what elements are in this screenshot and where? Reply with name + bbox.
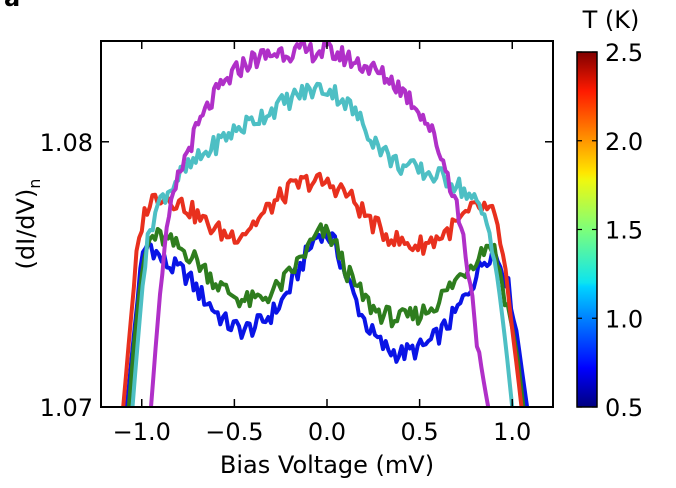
y-tick-label: 1.08	[40, 129, 93, 157]
y-axis-title-main: (dI/dV)	[12, 189, 40, 270]
y-axis-ticks: 1.07 1.08	[40, 129, 553, 422]
x-axis-title: Bias Voltage (mV)	[220, 451, 434, 479]
x-tick-label: 0.5	[401, 418, 439, 446]
colorbar-tick-label: 1.0	[605, 305, 643, 333]
colorbar-tick-label: 2.5	[605, 39, 643, 67]
y-axis-title-subscript: n	[25, 179, 44, 189]
series-line-0.5-k	[124, 226, 530, 407]
x-tick-label: −0.5	[205, 418, 263, 446]
x-tick-label: 0.0	[308, 418, 346, 446]
series-layer	[121, 41, 530, 407]
series-line-1.6-k	[130, 81, 515, 407]
y-axis-title: (dI/dV)n	[12, 179, 44, 270]
colorbar-tick-label: 1.5	[605, 217, 643, 245]
colorbar-ticks: 0.5 1.0 1.5 2.0 2.5	[577, 39, 643, 422]
colorbar-tick-label: 0.5	[605, 394, 643, 422]
panel-label: a	[4, 0, 20, 12]
series-line-0.8-k	[126, 222, 526, 407]
colorbar-title: T (K)	[582, 6, 640, 34]
x-tick-label: 1.0	[493, 418, 531, 446]
series-line-2.2-k	[149, 41, 491, 407]
colorbar-tick-label: 2.0	[605, 128, 643, 156]
y-tick-label: 1.07	[40, 394, 93, 422]
x-tick-label: −1.0	[113, 418, 171, 446]
x-axis-ticks: −1.0 −0.5 0.0 0.5 1.0	[113, 41, 531, 446]
series-line-1.2-k	[121, 171, 524, 407]
